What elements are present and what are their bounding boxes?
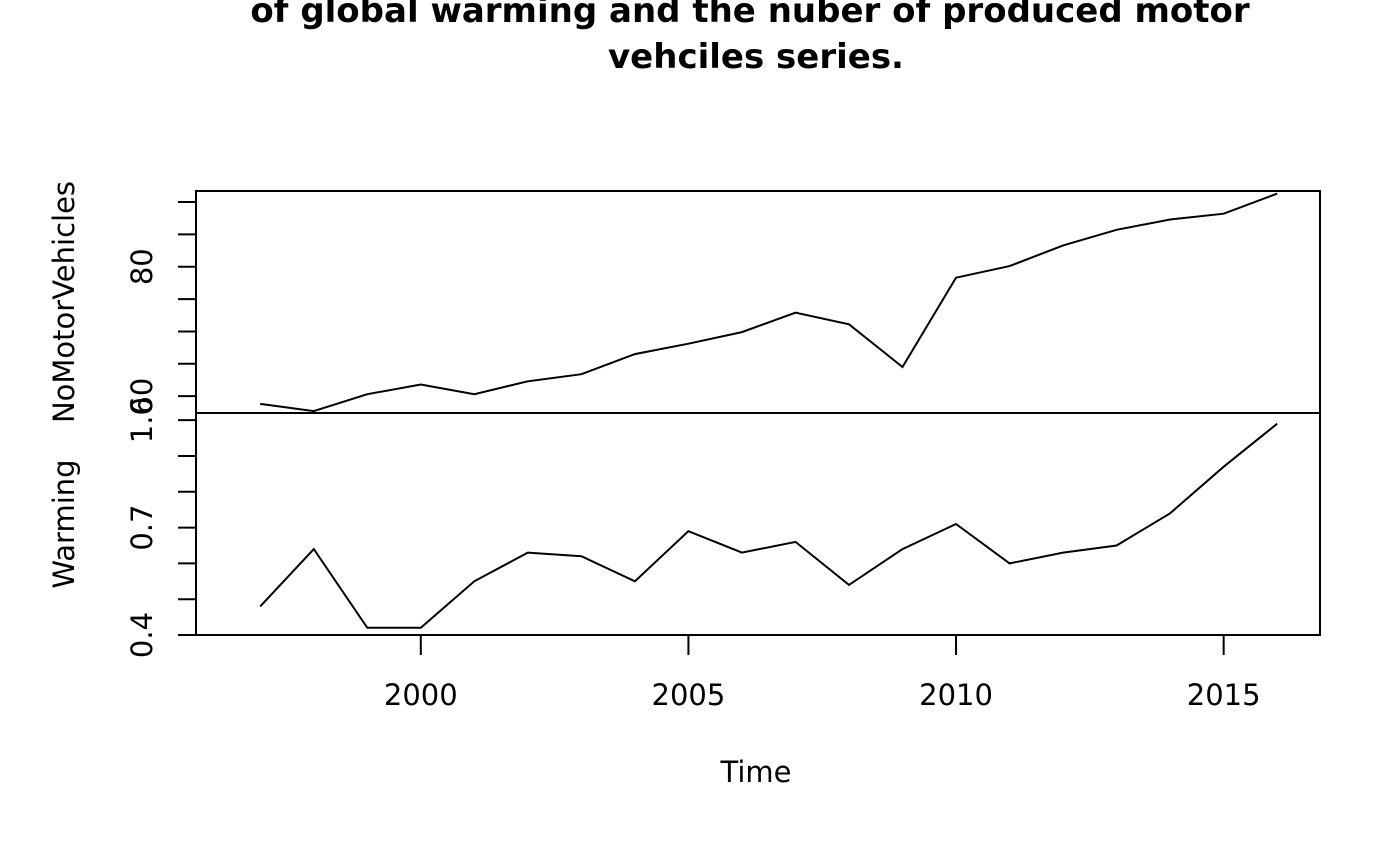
panel-frame-NoMotorVehicles [195, 190, 1321, 414]
plot-area: 60 80 NoMotorVehicles 0.4 0.7 1.0 Warming 2000 2… [47, 181, 1321, 712]
series-line-NoMotorVehicles [260, 192, 1278, 413]
y-axis-label-Warming: Warming [47, 459, 81, 588]
x-tick-label-2: 2010 [919, 678, 993, 712]
x-axis-label: Time [720, 755, 792, 789]
x-tick-label-1: 2005 [652, 678, 726, 712]
series-line-Warming [259, 422, 1278, 629]
y-tick-label-Warming-6: 1.0 [125, 397, 159, 443]
chart-title-line-2: vehciles series. [608, 37, 904, 77]
x-tick-label-3: 2015 [1187, 678, 1261, 712]
y-tick-label-NoMotorVehicles-0: 60 [125, 378, 159, 415]
y-tick-label-Warming-0: 0.4 [125, 612, 159, 658]
y-axis-label-NoMotorVehicles: NoMotorVehicles [47, 181, 81, 423]
x-tick-label-0: 2000 [384, 678, 458, 712]
y-tick-label-NoMotorVehicles-4: 80 [125, 248, 159, 285]
y-tick-label-Warming-3: 0.7 [125, 505, 159, 551]
chart-title: of global warming and the nuber of produ… [250, 0, 1250, 77]
panel-frame-Warming [195, 412, 1321, 636]
chart-title-line-1: of global warming and the nuber of produ… [250, 0, 1250, 31]
